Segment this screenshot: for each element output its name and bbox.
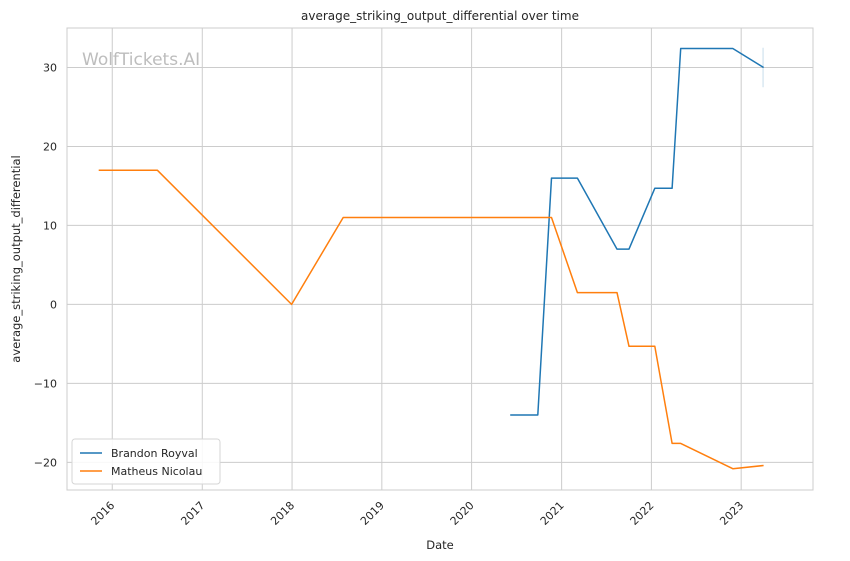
legend-box bbox=[71, 438, 221, 485]
y-axis: −20 −10 0 10 20 30 bbox=[34, 61, 57, 469]
legend-label: Brandon Royval bbox=[111, 447, 198, 460]
series-layer bbox=[98, 47, 764, 470]
y-tick-label: −20 bbox=[34, 456, 57, 469]
legend: Brandon Royval Matheus Nicolau bbox=[71, 438, 221, 485]
y-tick-label: −10 bbox=[34, 377, 57, 390]
plot-frame bbox=[66, 27, 814, 491]
series-line-matheus-nicolau bbox=[98, 169, 764, 470]
legend-label: Matheus Nicolau bbox=[111, 465, 202, 478]
x-axis-title: Date bbox=[426, 538, 454, 552]
y-tick-label: 20 bbox=[43, 140, 57, 153]
y-tick-label: 0 bbox=[50, 298, 57, 311]
y-axis-title: average_striking_output_differential bbox=[9, 155, 23, 362]
series-line-brandon-royval bbox=[510, 47, 764, 416]
y-tick-label: 30 bbox=[43, 61, 57, 74]
watermark: WolfTickets.AI bbox=[82, 50, 200, 70]
y-tick-label: 10 bbox=[43, 219, 57, 232]
chart-title: average_striking_output_differential ove… bbox=[301, 9, 579, 23]
